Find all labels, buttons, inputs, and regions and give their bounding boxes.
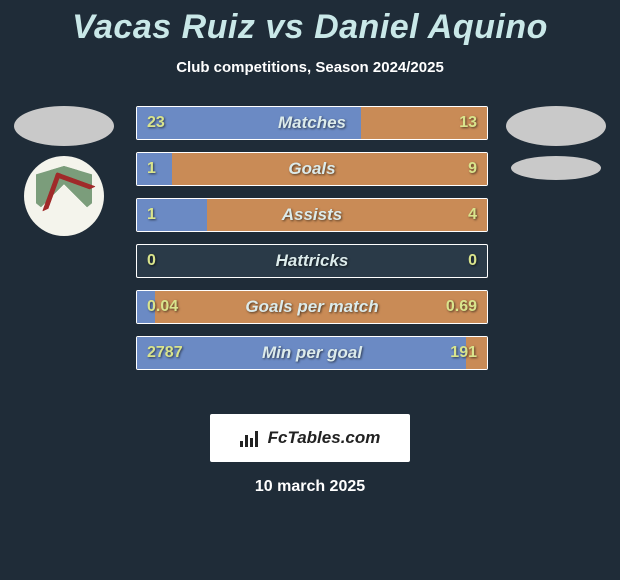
brand-text: FcTables.com [268,428,381,448]
stat-row: 19Goals [136,152,488,186]
player-right-column [496,106,616,190]
stat-label: Goals per match [137,291,487,323]
snapshot-date: 10 march 2025 [0,478,620,496]
stat-row: 14Assists [136,198,488,232]
stat-label: Matches [137,107,487,139]
stat-label: Min per goal [137,337,487,369]
stat-label: Assists [137,199,487,231]
stat-label: Hattricks [137,245,487,277]
comparison-stage: 2313Matches 19Goals 14Assists 00Hattricks 0.… [0,106,620,396]
subtitle: Club competitions, Season 2024/2025 [0,59,620,76]
brand-bars-icon [240,429,262,447]
stat-label: Goals [137,153,487,185]
player-left-column [4,106,124,236]
stat-row: 00Hattricks [136,244,488,278]
stat-bars: 2313Matches 19Goals 14Assists 00Hattricks 0.… [136,106,488,382]
stat-row: 0.040.69Goals per match [136,290,488,324]
page-title: Vacas Ruiz vs Daniel Aquino [0,0,620,47]
brand-badge[interactable]: FcTables.com [210,414,410,462]
player-right-club-placeholder [511,156,601,180]
stat-row: 2787191Min per goal [136,336,488,370]
player-left-avatar-placeholder [14,106,114,146]
stat-row: 2313Matches [136,106,488,140]
player-left-club-crest [24,156,104,236]
player-right-avatar-placeholder [506,106,606,146]
